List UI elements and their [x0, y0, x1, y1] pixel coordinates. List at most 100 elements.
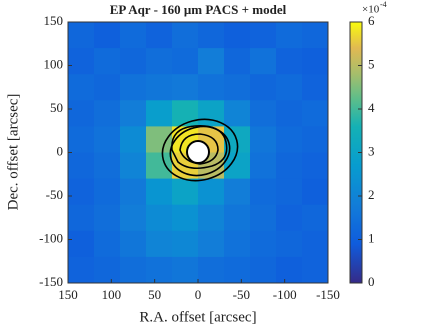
- y-tick-label: -50: [46, 187, 63, 202]
- heat-cell: [68, 22, 95, 49]
- heat-cell: [302, 126, 329, 153]
- contour: [169, 125, 231, 177]
- heat-cell: [120, 178, 147, 206]
- heat-cell: [198, 22, 225, 49]
- heat-cell: [224, 74, 251, 101]
- heat-cell: [120, 152, 147, 180]
- heat-cell: [172, 230, 199, 258]
- y-tick-label: -100: [39, 230, 63, 245]
- heat-cell: [198, 48, 225, 75]
- heat-cell: [302, 204, 329, 232]
- model-contours: [161, 118, 239, 182]
- heat-cell: [94, 22, 121, 49]
- heat-cell: [276, 74, 303, 101]
- heat-cell: [276, 48, 303, 75]
- heat-cell: [68, 100, 95, 127]
- y-axis-label: Dec. offset [arcsec]: [5, 94, 21, 211]
- heat-cell: [94, 178, 121, 206]
- colorbar-multiplier: ×10: [362, 4, 380, 16]
- heat-cell: [302, 100, 329, 127]
- heat-cell: [224, 256, 251, 284]
- x-tick-label: -150: [316, 287, 340, 302]
- heat-cell: [94, 74, 121, 101]
- heat-cell: [250, 152, 277, 180]
- heat-cell: [68, 48, 95, 75]
- heat-cell: [172, 204, 199, 232]
- y-tick-label: 150: [44, 13, 64, 28]
- heat-cell: [198, 204, 225, 232]
- x-tick-label: 100: [102, 287, 122, 302]
- heat-cell: [172, 178, 199, 206]
- heat-cell: [276, 178, 303, 206]
- heat-cell: [120, 204, 147, 232]
- heat-cell: [94, 256, 121, 284]
- heat-cell: [250, 178, 277, 206]
- heat-cell: [302, 256, 329, 284]
- heat-cell: [276, 204, 303, 232]
- colorbar-tick-label: 2: [368, 187, 375, 202]
- x-axis-label: R.A. offset [arcsec]: [139, 309, 256, 325]
- heat-cell: [198, 230, 225, 258]
- chart-title: EP Aqr - 160 μm PACS + model: [110, 2, 287, 17]
- contour: [171, 125, 228, 170]
- heat-cell: [94, 230, 121, 258]
- heat-cell: [250, 74, 277, 101]
- y-tick-label: 100: [44, 56, 64, 71]
- heat-cell: [120, 48, 147, 75]
- heat-cell: [94, 126, 121, 153]
- colorbar-tick-label: 0: [368, 274, 375, 289]
- heat-cell: [68, 230, 95, 258]
- contour: [161, 118, 239, 182]
- heat-cell: [94, 48, 121, 75]
- colorbar-tick-label: 4: [368, 100, 375, 115]
- heat-cell: [172, 74, 199, 101]
- heat-cell: [276, 100, 303, 127]
- y-tick-label: -150: [39, 274, 63, 289]
- heat-cell: [146, 126, 173, 153]
- heat-cell: [250, 204, 277, 232]
- colorbar-tick-label: 3: [368, 143, 375, 158]
- heat-cell: [146, 204, 173, 232]
- x-tick-label: 50: [148, 287, 161, 302]
- heat-cell: [302, 152, 329, 180]
- y-tick-label: 50: [50, 100, 63, 115]
- heatmap: [68, 22, 329, 284]
- x-tick-label: -50: [233, 287, 250, 302]
- heat-cell: [172, 48, 199, 75]
- heat-cell: [224, 22, 251, 49]
- heat-cell: [146, 100, 173, 127]
- heat-cell: [146, 22, 173, 49]
- heat-cell: [224, 204, 251, 232]
- heat-cell: [68, 256, 95, 284]
- heat-cell: [146, 256, 173, 284]
- heat-cell: [276, 152, 303, 180]
- heat-cell: [172, 256, 199, 284]
- heat-cell: [146, 48, 173, 75]
- heat-cell: [302, 48, 329, 75]
- heat-cell: [250, 256, 277, 284]
- heat-cell: [68, 204, 95, 232]
- heat-cell: [146, 230, 173, 258]
- colorbar-tick-label: 6: [368, 13, 375, 28]
- heat-cell: [146, 74, 173, 101]
- x-tick-label: 150: [58, 287, 78, 302]
- heat-cell: [276, 126, 303, 153]
- heat-cell: [198, 256, 225, 284]
- heat-cell: [224, 178, 251, 206]
- heat-cell: [250, 22, 277, 49]
- colorbar: [350, 22, 362, 283]
- heat-cell: [94, 100, 121, 127]
- heat-cell: [302, 178, 329, 206]
- heat-cell: [146, 178, 173, 206]
- heat-cell: [276, 22, 303, 49]
- heat-cell: [302, 230, 329, 258]
- heat-cell: [250, 230, 277, 258]
- x-tick-label: -100: [273, 287, 297, 302]
- heat-cell: [120, 22, 147, 49]
- heat-cell: [146, 152, 173, 180]
- heat-cell: [224, 100, 251, 127]
- colorbar-exponent: -4: [380, 0, 387, 9]
- heat-cell: [120, 256, 147, 284]
- heat-cell: [120, 100, 147, 127]
